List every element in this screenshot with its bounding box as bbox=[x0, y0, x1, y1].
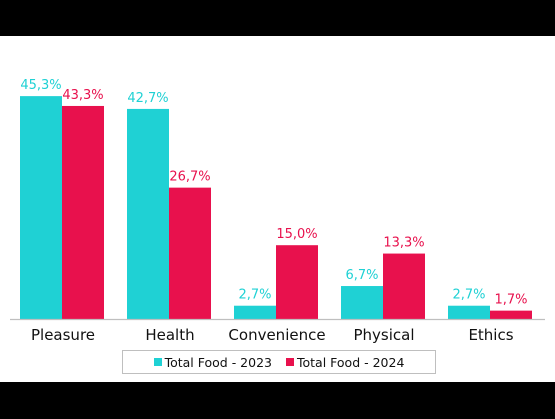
value-labels-group: 45,3%43,3% 42,7% 26,7% 2,7% 15,0% 6,7% 13,3% 2,… bbox=[20, 78, 527, 308]
category-label-convenience: Convenience bbox=[228, 326, 325, 344]
category-label-physical: Physical bbox=[353, 326, 414, 344]
bar-ethics-2024 bbox=[490, 310, 532, 319]
value-label-physical-2024: 13,3% bbox=[383, 236, 424, 251]
legend-swatch-2023 bbox=[153, 358, 162, 366]
bar-health-2024 bbox=[169, 187, 211, 319]
bar-physical-2024 bbox=[383, 253, 425, 319]
category-label-ethics: Ethics bbox=[468, 326, 513, 344]
bar-physical-2023 bbox=[341, 286, 383, 319]
bar-convenience-2023 bbox=[234, 305, 276, 319]
bar-ethics-2023 bbox=[448, 305, 490, 319]
bar-chart: 45,3%43,3% 42,7% 26,7% 2,7% 15,0% 6,7% 13,3% 2,… bbox=[10, 78, 545, 344]
value-label-pleasure-2023: 45,3% bbox=[20, 78, 61, 93]
bar-pleasure-2024 bbox=[62, 105, 104, 320]
value-label-ethics-2024: 1,7% bbox=[494, 293, 527, 308]
legend: Total Food - 2023 Total Food - 2024 bbox=[122, 350, 436, 374]
legend-label-2024: Total Food - 2024 bbox=[297, 354, 405, 370]
value-label-physical-2023: 6,7% bbox=[345, 268, 378, 283]
value-label-convenience-2024: 15,0% bbox=[276, 227, 317, 242]
value-label-health-2023: 42,7% bbox=[127, 91, 168, 106]
bars-group bbox=[20, 96, 532, 320]
legend-swatch-2024 bbox=[286, 358, 294, 366]
category-label-health: Health bbox=[145, 326, 194, 344]
bar-convenience-2024 bbox=[276, 245, 318, 319]
category-label-pleasure: Pleasure bbox=[31, 326, 95, 344]
value-label-convenience-2023: 2,7% bbox=[238, 288, 271, 303]
chart-frame: 45,3% 43,3% 42,7% 26,7% 2,7% 15,0% 6,7% 13,3% 2,… bbox=[0, 36, 555, 382]
category-labels-group: Pleasure Health Convenience Physical Ethics bbox=[31, 326, 514, 344]
legend-item-2024: Total Food - 2024 bbox=[286, 355, 404, 370]
legend-label-2023: Total Food - 2023 bbox=[164, 354, 272, 370]
value-label-health-2024: 26,7% bbox=[169, 170, 210, 185]
bar-health-2023 bbox=[127, 108, 169, 319]
value-label-ethics-2023: 2,7% bbox=[452, 288, 485, 303]
bar-pleasure-2023 bbox=[20, 96, 62, 320]
value-label-pleasure-2024: 43,3% bbox=[62, 88, 103, 103]
legend-item-2023: Total Food - 2023 bbox=[153, 354, 272, 370]
